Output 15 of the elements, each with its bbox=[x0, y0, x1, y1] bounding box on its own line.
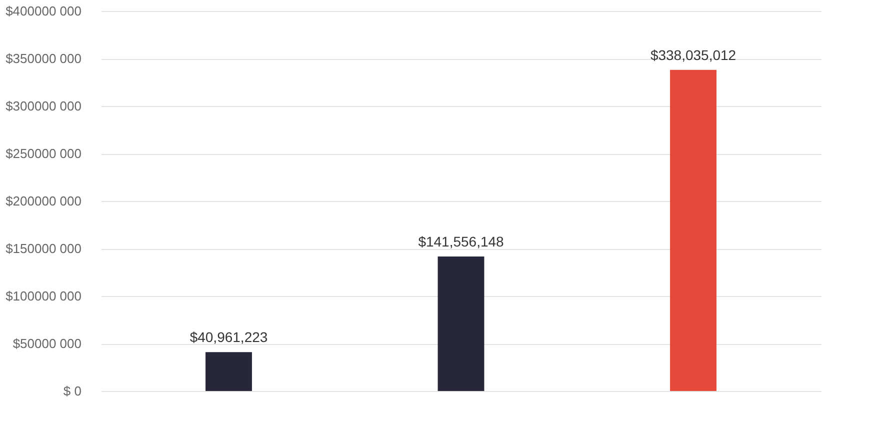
y-tick-label: $100000 000 bbox=[6, 288, 82, 304]
y-tick-label: $300000 000 bbox=[6, 98, 82, 114]
y-tick-label: $400000 000 bbox=[6, 4, 82, 18]
y-tick-label: $ 0 bbox=[63, 384, 82, 398]
y-tick-label: $150000 000 bbox=[6, 241, 82, 256]
data-label: $40,961,223 bbox=[190, 329, 268, 346]
bar bbox=[206, 352, 252, 391]
y-tick-label: $350000 000 bbox=[6, 51, 82, 66]
bar bbox=[670, 70, 716, 391]
y-tick-label: $250000 000 bbox=[6, 146, 82, 161]
y-tick-label: $50000 000 bbox=[12, 336, 82, 351]
data-label: $141,556,148 bbox=[418, 234, 504, 250]
data-label: $338,035,012 bbox=[650, 46, 736, 63]
bar bbox=[438, 256, 484, 391]
y-tick-label: $200000 000 bbox=[6, 194, 82, 208]
